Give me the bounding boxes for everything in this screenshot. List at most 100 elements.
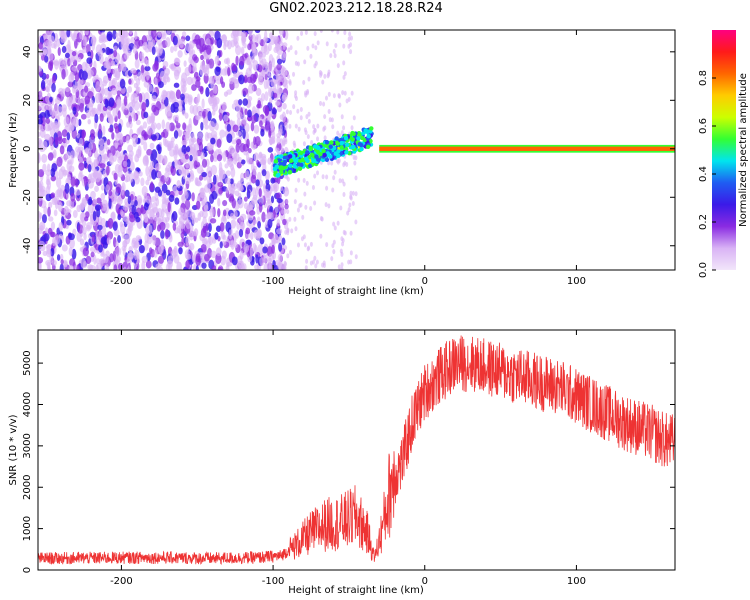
heatmap-cell: [130, 36, 136, 45]
heatmap-cell: [188, 242, 195, 251]
heatmap-cell: [276, 218, 281, 227]
heatmap-cell: [67, 39, 71, 51]
heatmap-cell: [333, 169, 337, 175]
heatmap-cell: [211, 95, 217, 101]
heatmap-cell: [61, 45, 67, 54]
heatmap-cell: [348, 202, 352, 208]
heatmap-cell: [204, 124, 210, 130]
heatmap-cell: [53, 195, 60, 205]
heatmap-cell: [212, 85, 218, 94]
heatmap-cell: [126, 158, 131, 168]
heatmap-cell: [349, 250, 353, 256]
heatmap-cell: [152, 63, 159, 72]
heatmap-cell: [283, 265, 287, 270]
heatmap-cell: [342, 229, 346, 235]
heatmap-cell: [247, 95, 253, 102]
colorbar-tick-label: 0.4: [698, 166, 709, 182]
heatmap-cell: [190, 211, 196, 221]
heatmap-cell: [202, 110, 206, 119]
heatmap-cell: [63, 261, 68, 268]
snr-y-label: SNR (10 * v/v): [8, 414, 19, 485]
heatmap-cell: [160, 131, 166, 138]
heatmap-cell: [286, 230, 290, 236]
heatmap-cell: [41, 213, 47, 224]
heatmap-cell: [210, 137, 216, 145]
heatmap-cell: [133, 240, 140, 249]
heatmap-cell: [113, 194, 118, 202]
heatmap-cell: [113, 45, 118, 52]
x-tick-label: 100: [567, 276, 586, 287]
heatmap-cell: [249, 210, 256, 216]
heatmap-cell: [143, 213, 149, 223]
heatmap-cell: [170, 46, 174, 53]
heatmap-cell: [321, 79, 325, 85]
heatmap-cell: [74, 72, 80, 82]
heatmap-cell: [108, 152, 114, 162]
heatmap-cell: [175, 122, 181, 129]
heatmap-cell: [47, 152, 54, 161]
heatmap-cell: [198, 142, 204, 152]
heatmap-cell: [236, 111, 243, 120]
heatmap-cell: [272, 233, 279, 244]
heatmap-cell: [38, 256, 44, 264]
heatmap-cell: [356, 136, 361, 141]
heatmap-cell: [257, 76, 264, 86]
heatmap-cell: [281, 204, 285, 210]
heatmap-cell: [258, 53, 263, 63]
heatmap-cell: [153, 249, 158, 258]
heatmap-cell: [303, 242, 307, 248]
heatmap-cell: [114, 138, 119, 149]
heatmap-cell: [151, 30, 157, 39]
heatmap-cell: [73, 85, 79, 93]
heatmap-cell: [38, 131, 41, 138]
heatmap-cell: [68, 246, 73, 257]
heatmap-cell: [324, 140, 330, 145]
heatmap-cell: [140, 72, 146, 82]
heatmap-cell: [167, 201, 171, 213]
heatmap-cell: [142, 121, 148, 129]
heatmap-cell: [240, 46, 245, 55]
heatmap-cell: [105, 263, 110, 270]
heatmap-cell: [58, 189, 64, 200]
heatmap-cell: [225, 257, 230, 268]
heatmap-y-label: Frequency (Hz): [8, 112, 19, 188]
heatmap-cell: [42, 48, 48, 56]
heatmap-cell: [117, 214, 122, 221]
heatmap-cell: [201, 158, 208, 168]
heatmap-cell: [165, 222, 170, 229]
heatmap-cell: [349, 259, 353, 265]
heatmap-cell: [354, 191, 358, 197]
heatmap-cell: [340, 114, 344, 120]
heatmap-cell: [102, 79, 108, 87]
heatmap-cell: [273, 181, 279, 192]
heatmap-cell: [340, 262, 344, 268]
heatmap-cell: [121, 231, 126, 240]
heatmap-cell: [266, 261, 271, 270]
heatmap-cell: [236, 138, 242, 145]
heatmap-cell: [271, 108, 277, 115]
heatmap-cell: [348, 31, 352, 37]
heatmap-cell: [250, 161, 255, 173]
heatmap-cell: [219, 76, 224, 85]
heatmap-cell: [76, 132, 80, 139]
heatmap-cell: [251, 114, 257, 124]
heatmap-cell: [38, 139, 44, 150]
heatmap-cell: [328, 117, 332, 123]
heatmap-cell: [165, 37, 171, 48]
heatmap-cell: [224, 177, 231, 185]
heatmap-cell: [258, 202, 263, 213]
heatmap-cell: [59, 253, 64, 261]
heatmap-cell: [231, 256, 238, 266]
heatmap-cell: [223, 91, 229, 97]
heatmap-cell: [309, 206, 313, 212]
heatmap-cell: [149, 181, 154, 192]
heatmap-cell: [243, 243, 250, 253]
heatmap-cell: [204, 131, 210, 142]
heatmap-cell: [208, 222, 212, 233]
heatmap-cell: [325, 242, 329, 248]
heatmap-cell: [107, 217, 114, 229]
heatmap-cell: [206, 63, 210, 70]
heatmap-cell: [268, 253, 275, 263]
heatmap-cell: [113, 172, 118, 181]
